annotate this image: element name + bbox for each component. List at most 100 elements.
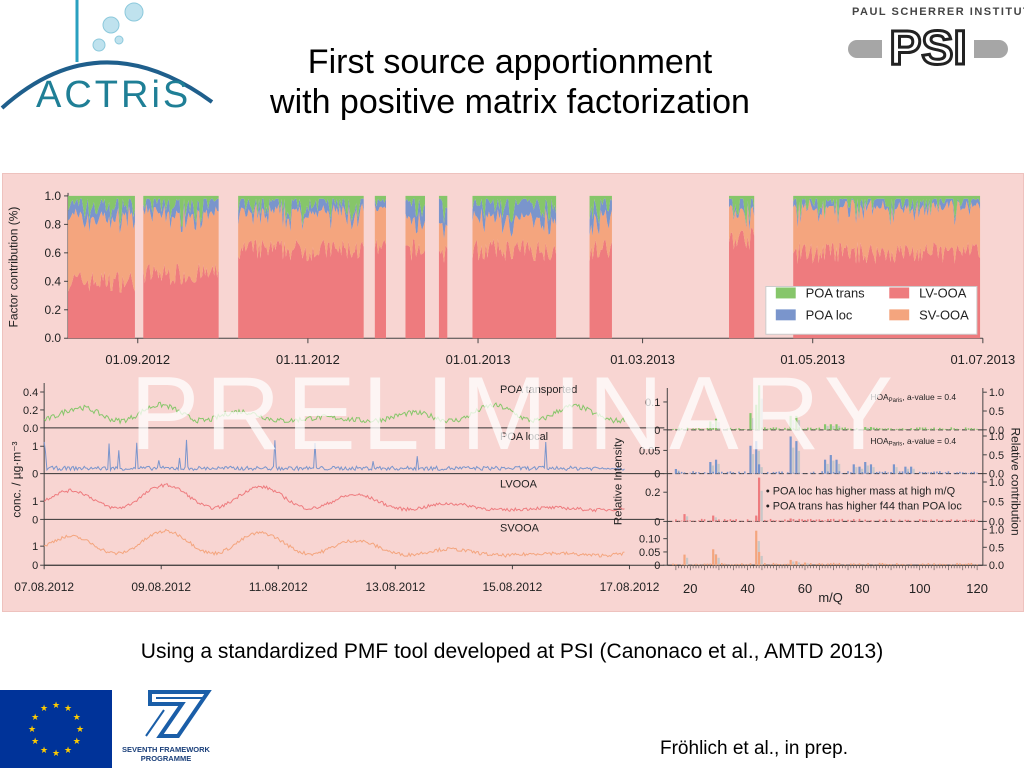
x-axis-label: m/Q: [818, 590, 842, 605]
spectrum-bar: [781, 471, 783, 474]
reference-bar: [906, 468, 910, 474]
spectrum-bar: [970, 562, 973, 566]
pmf-figure: 0.0 0.2 0.4 0.6 0.8 1.0 Factor contribution (%…: [2, 173, 1024, 612]
spectrum-bar: [775, 563, 778, 566]
spectrum-bar: [692, 564, 694, 566]
spectrum-bar: [675, 563, 677, 566]
reference-bar: [832, 425, 835, 430]
y-tick-label: 0.05: [639, 547, 660, 559]
y-tick-label: 1: [32, 541, 38, 553]
spectrum-bar: [686, 427, 689, 430]
reference-bar: [760, 555, 763, 566]
spectrum-bar: [807, 519, 809, 522]
spectrum-bar: [761, 472, 763, 474]
spectrum-bar: [873, 472, 875, 474]
spectrum-bar: [910, 520, 912, 522]
x-tick-label: 11.08.2012: [249, 580, 308, 594]
spectrum-bar: [755, 404, 758, 430]
spectrum-bar: [824, 564, 826, 566]
spectrum-bar: [752, 520, 755, 522]
spectrum-bar: [712, 427, 714, 430]
spectrum-bar: [921, 427, 924, 430]
spectrum-bar: [933, 427, 935, 430]
spectrum-bar: [827, 471, 829, 474]
spectrum-bar: [752, 472, 755, 474]
legend-label: SV-OOA: [919, 307, 969, 322]
spectrum-bar: [766, 471, 769, 474]
spectrum-bar: [956, 472, 958, 474]
spectrum-bar: [718, 429, 720, 430]
x-tick-label: 01.07.2013: [950, 352, 1015, 367]
spectrum-bar: [918, 519, 921, 522]
spectrum-bar: [878, 471, 881, 474]
spectrum-bar: [698, 564, 700, 566]
spectrum-bar: [692, 428, 694, 430]
spectrum-bar: [695, 563, 697, 566]
spectrum-bar: [970, 472, 973, 474]
eu-star-icon: ★: [28, 724, 36, 734]
spectrum-bar: [892, 464, 896, 474]
reference-bar: [826, 463, 829, 474]
spectrum-bar: [818, 519, 821, 522]
spectrum-bar: [729, 519, 732, 522]
spectrum-bar: [827, 428, 829, 430]
reference-bar: [826, 425, 829, 430]
eu-star-icon: ★: [31, 712, 39, 722]
spectrum-bar: [864, 564, 867, 566]
spectrum-bar: [812, 471, 815, 474]
lv-ooa-area: [472, 238, 557, 339]
reference-bar: [751, 418, 755, 430]
poa-trans-area: [793, 195, 981, 223]
spectrum-bar: [830, 519, 832, 522]
lv-ooa-area: [143, 262, 219, 339]
poa-trans-area: [238, 195, 364, 226]
spectrum-bar: [930, 519, 933, 522]
x-tick-label: 01.11.2012: [276, 352, 340, 367]
spectrum-bar: [956, 428, 958, 430]
spectrum-bar: [941, 563, 944, 566]
sv-ooa-area: [793, 199, 981, 264]
spectrum-bar: [913, 428, 915, 430]
spectrum-bar: [873, 564, 875, 566]
spectrum-bar: [683, 554, 686, 566]
spectrum-bar: [927, 563, 930, 566]
spectrum-bar: [772, 427, 775, 430]
spectrum-bar: [835, 459, 838, 474]
poa-trans-area: [589, 195, 612, 224]
spectrum-bar: [873, 427, 875, 430]
spectrum-bar: [959, 563, 961, 566]
slide-title: First source apportionment with positive…: [190, 42, 830, 122]
lv-ooa-area: [405, 239, 426, 339]
spectrum-bar: [953, 472, 955, 474]
poa-trans-area: [374, 195, 386, 207]
spectrum-bar: [959, 471, 961, 474]
y-tick-label: 0: [654, 560, 660, 572]
spectrum-bar: [709, 421, 712, 430]
spectrum-bar: [890, 471, 892, 474]
reference-bar: [711, 423, 715, 430]
spectrum-bar: [703, 519, 706, 522]
reference-bar: [751, 454, 755, 474]
spectrum-bar: [761, 564, 763, 566]
y2-tick-label: 0.5: [989, 542, 1004, 554]
spectrum-bar: [832, 428, 835, 430]
spectrum-bar: [936, 564, 938, 566]
spectrum-bar: [735, 428, 737, 430]
spectrum-bar: [738, 564, 740, 566]
spectrum-bar: [858, 466, 861, 474]
sv-ooa-area: [374, 205, 386, 255]
y-tick-label: 0.0: [23, 423, 38, 435]
spectrum-bar: [967, 519, 970, 522]
spectrum-bar: [689, 520, 692, 522]
spectrum-bar: [956, 562, 958, 566]
spectrum-bar: [732, 472, 735, 474]
spectrum-bar: [881, 562, 884, 566]
spectrum-bar: [910, 428, 912, 430]
spectrum-bar: [918, 427, 921, 430]
eu-star-icon: ★: [64, 703, 72, 713]
spectrum-bar: [830, 563, 832, 566]
series-line: [43, 483, 625, 513]
legend-swatch: [889, 309, 910, 321]
y-tick-label: 0: [32, 560, 38, 572]
factor-block: [472, 195, 557, 339]
